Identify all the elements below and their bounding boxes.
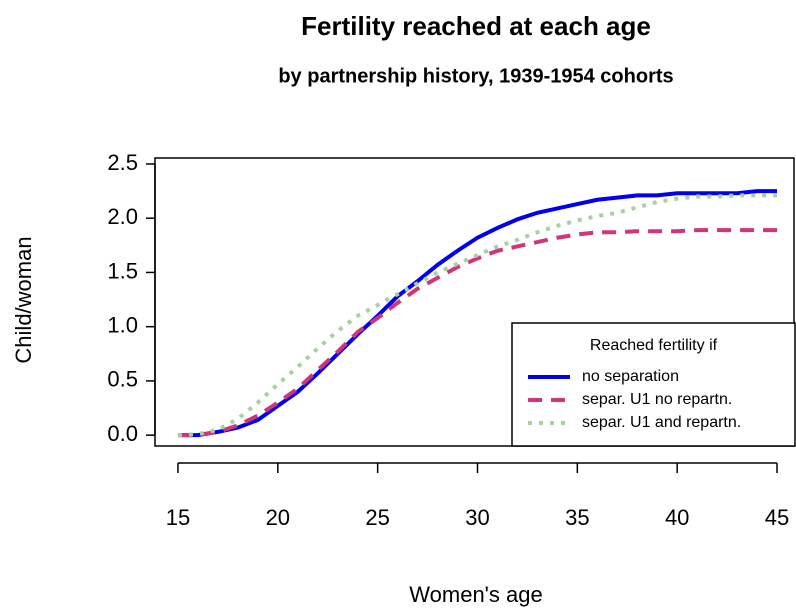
legend-label: no separation [582,368,679,385]
data-line [177,193,778,438]
y-tick-label: 1.0 [107,312,138,337]
y-tick-label: 2.0 [107,204,138,229]
x-tick-label: 35 [565,505,589,530]
y-tick-label: 0.0 [107,421,138,446]
chart-subtitle: by partnership history, 1939-1954 cohort… [278,65,673,87]
y-axis-label: Child/woman [11,236,36,363]
legend-title: Reached fertility if [590,337,718,354]
legend-label: separ. U1 no repartn. [582,391,732,408]
chart-title: Fertility reached at each age [301,11,651,41]
y-tick-label: 1.5 [107,258,138,283]
x-tick-label: 40 [665,505,689,530]
x-tick-label: 30 [465,505,489,530]
x-axis-label: Women's age [409,582,542,607]
y-tick-label: 2.5 [107,150,138,175]
legend: Reached fertility if no separation separ. … [511,322,796,447]
x-tick-label: 25 [365,505,389,530]
y-tick-label: 0.5 [107,367,138,392]
x-tick-label: 20 [266,505,290,530]
legend-label: separ. U1 and repartn. [582,414,741,431]
data-line [177,228,778,438]
x-tick-label: 15 [166,505,190,530]
legend-box [511,322,796,447]
x-tick-label: 45 [765,505,789,530]
data-line [177,189,778,438]
